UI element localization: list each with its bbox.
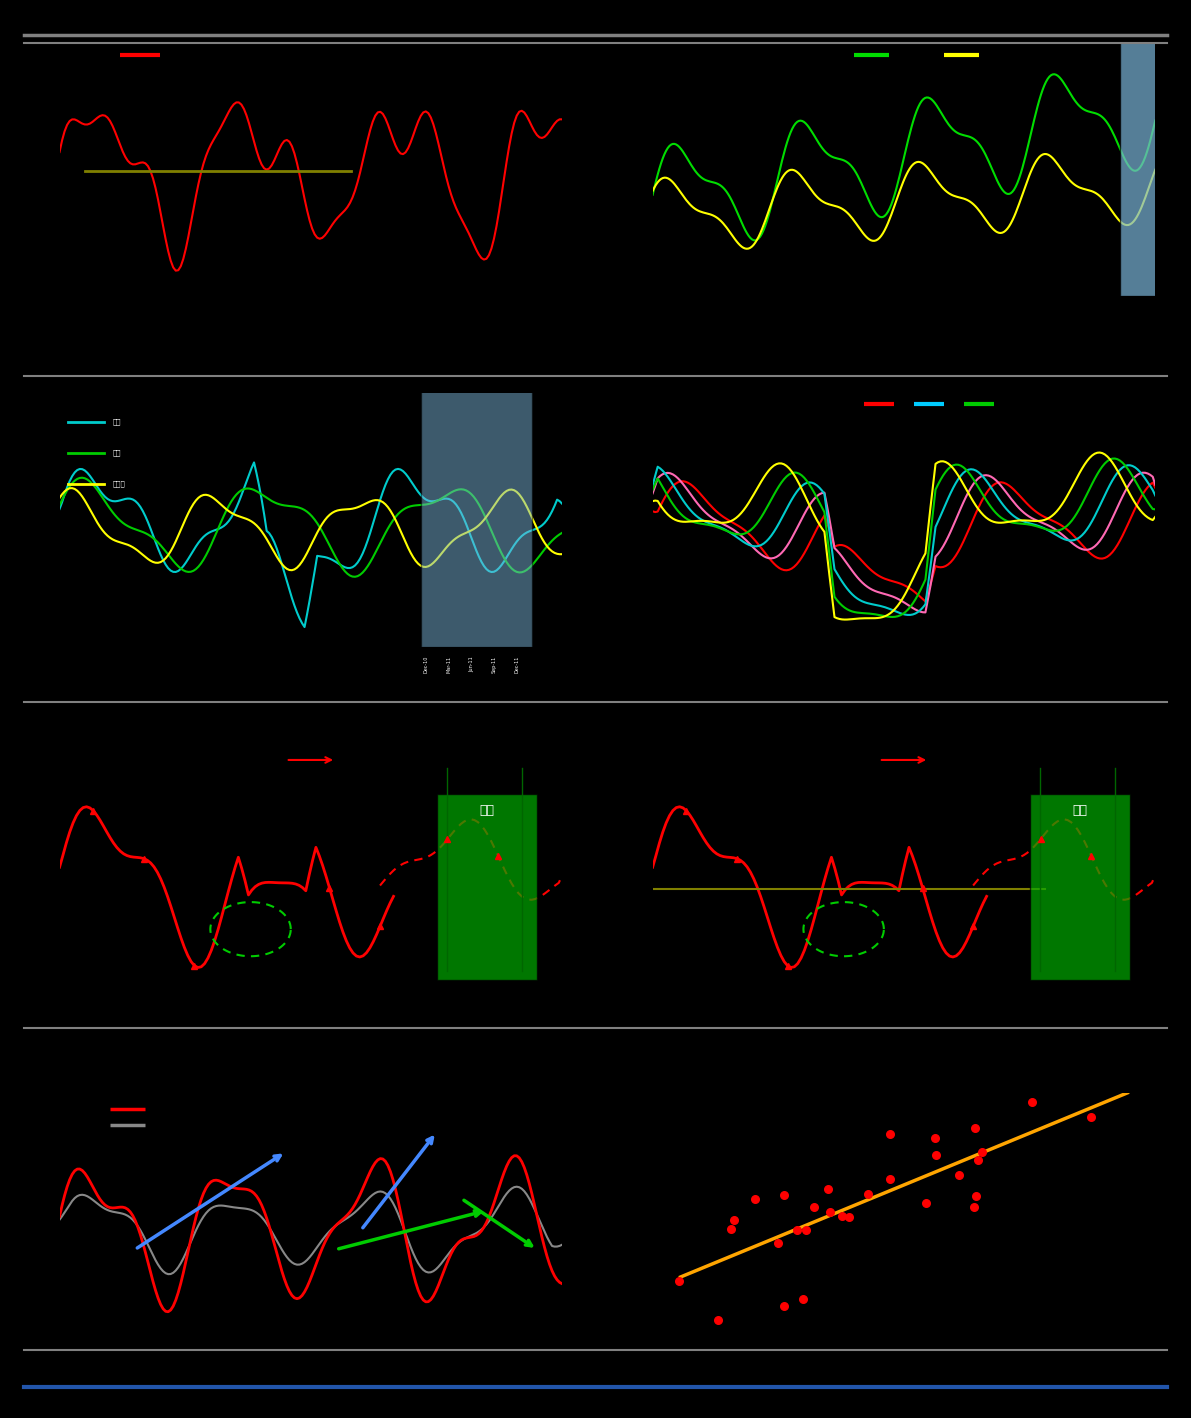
Point — [949, 1164, 968, 1187]
Point — [787, 1218, 806, 1241]
Text: 预测: 预测 — [1072, 804, 1087, 817]
Point — [774, 1295, 793, 1317]
Point — [746, 1187, 765, 1210]
Text: 预测: 预测 — [479, 804, 494, 817]
Point — [966, 1116, 985, 1139]
Point — [1081, 1106, 1100, 1129]
Point — [858, 1183, 877, 1205]
Point — [925, 1126, 944, 1149]
Point — [821, 1201, 840, 1224]
FancyBboxPatch shape — [1120, 27, 1160, 296]
FancyBboxPatch shape — [1029, 794, 1130, 980]
Point — [880, 1123, 899, 1146]
Text: Mar-11: Mar-11 — [447, 657, 451, 674]
Point — [916, 1191, 935, 1214]
Point — [1023, 1090, 1042, 1113]
Point — [774, 1184, 793, 1207]
Text: Dec-10: Dec-10 — [424, 657, 429, 674]
Point — [793, 1288, 812, 1310]
Point — [724, 1208, 743, 1231]
Point — [797, 1218, 816, 1241]
Text: Jun-11: Jun-11 — [469, 657, 474, 672]
Point — [968, 1149, 987, 1171]
FancyBboxPatch shape — [422, 377, 532, 647]
Point — [880, 1168, 899, 1191]
Point — [973, 1141, 992, 1164]
Point — [805, 1195, 824, 1218]
Point — [709, 1309, 728, 1332]
Point — [927, 1143, 946, 1166]
Point — [833, 1205, 852, 1228]
FancyBboxPatch shape — [437, 794, 537, 980]
Point — [967, 1184, 986, 1207]
Point — [840, 1205, 859, 1228]
Point — [722, 1218, 741, 1241]
Text: Sep-11: Sep-11 — [492, 657, 497, 674]
Point — [669, 1269, 688, 1292]
Point — [818, 1177, 837, 1200]
Text: Dec-11: Dec-11 — [515, 657, 519, 674]
Point — [965, 1195, 984, 1218]
Point — [768, 1232, 787, 1255]
